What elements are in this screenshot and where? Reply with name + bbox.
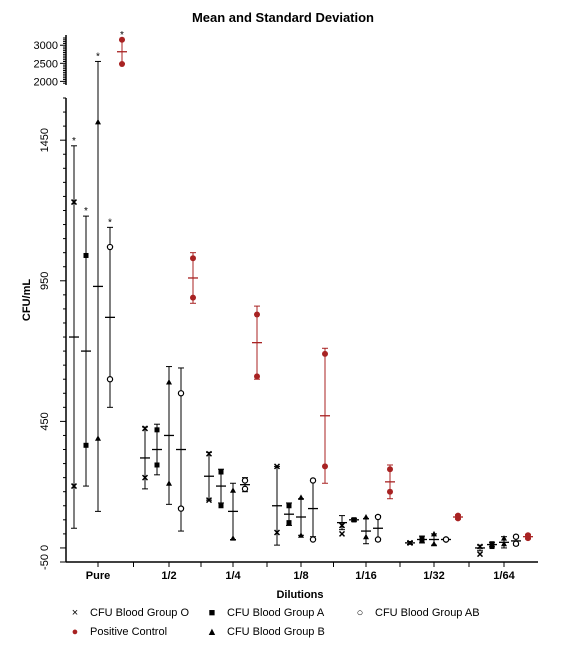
y-tick-label: -50 bbox=[39, 554, 51, 570]
y-tick-label: 0 bbox=[39, 545, 51, 551]
data-point bbox=[442, 536, 450, 543]
data-point bbox=[476, 543, 484, 550]
data-point bbox=[406, 539, 414, 546]
axes: -50 0 450 950 1450 2000 2500 3000 Pure 1/2 1/4 1/8 1… bbox=[34, 35, 538, 582]
series-0: * bbox=[69, 136, 485, 558]
data-point bbox=[218, 503, 224, 509]
data-point bbox=[363, 514, 369, 520]
data-point bbox=[455, 512, 461, 519]
data-point bbox=[70, 483, 78, 490]
data-point bbox=[322, 463, 328, 470]
y-tick-label: 950 bbox=[39, 272, 51, 290]
significance-marker: * bbox=[120, 30, 124, 41]
data-point bbox=[95, 118, 101, 125]
data-point bbox=[286, 520, 292, 526]
data-point bbox=[119, 61, 125, 68]
data-point bbox=[309, 536, 317, 543]
data-point bbox=[431, 540, 437, 547]
data-point bbox=[374, 536, 382, 543]
data-point bbox=[177, 390, 185, 397]
y-tick-label: 2500 bbox=[34, 58, 58, 70]
data-point bbox=[512, 533, 520, 540]
data-point bbox=[166, 379, 172, 385]
data-point bbox=[70, 199, 78, 206]
data-point bbox=[387, 488, 393, 495]
data-point bbox=[106, 243, 114, 251]
data-point bbox=[230, 487, 236, 493]
data-point bbox=[374, 513, 382, 521]
data-point bbox=[322, 350, 328, 357]
data-point bbox=[476, 551, 484, 558]
data-point bbox=[489, 541, 495, 547]
data-point bbox=[241, 485, 249, 493]
data-point bbox=[309, 477, 317, 484]
data-point bbox=[351, 517, 357, 523]
data-point bbox=[205, 450, 213, 457]
data-point bbox=[298, 532, 304, 538]
data-point bbox=[166, 480, 172, 486]
significance-marker: * bbox=[84, 206, 88, 217]
x-tick-label: 1/8 bbox=[293, 570, 308, 582]
data-point bbox=[512, 540, 520, 547]
data-point bbox=[501, 535, 507, 541]
y-tick-label: 2000 bbox=[34, 76, 58, 88]
data-point bbox=[119, 36, 125, 43]
data-point bbox=[298, 494, 304, 500]
x-tick-label: 1/64 bbox=[493, 570, 515, 582]
data-point bbox=[106, 376, 114, 383]
data-point bbox=[419, 538, 425, 544]
significance-marker: * bbox=[108, 217, 112, 228]
data-point bbox=[254, 311, 260, 318]
data-point bbox=[83, 442, 89, 448]
significance-marker: * bbox=[72, 136, 76, 147]
data-point bbox=[273, 529, 281, 536]
data-point bbox=[154, 427, 160, 433]
chart-title: Mean and Standard Deviation bbox=[192, 10, 374, 25]
data-point bbox=[363, 533, 369, 540]
y-axis-label: CFU/mL bbox=[21, 279, 33, 321]
data-point bbox=[254, 373, 260, 380]
data-point bbox=[338, 530, 346, 537]
data-point bbox=[205, 497, 213, 504]
series-1: * bbox=[81, 206, 497, 550]
data-point bbox=[501, 540, 507, 547]
data-point bbox=[141, 425, 149, 432]
data-point bbox=[286, 503, 292, 509]
x-tick-label: Pure bbox=[86, 570, 110, 582]
data-point bbox=[273, 463, 281, 470]
x-tick-label: 1/4 bbox=[225, 570, 241, 582]
data-point bbox=[154, 462, 160, 468]
x-tick-label: 1/2 bbox=[161, 570, 176, 582]
y-tick-label: 450 bbox=[39, 412, 51, 430]
data-point bbox=[338, 522, 346, 529]
series-3: * bbox=[105, 217, 521, 547]
data-point bbox=[489, 544, 495, 550]
data-point bbox=[525, 532, 531, 539]
data-point bbox=[241, 477, 249, 484]
data-point bbox=[141, 474, 149, 481]
data-point bbox=[83, 252, 89, 258]
data-marks: * * * * * bbox=[69, 30, 533, 558]
x-axis-label: Dilutions bbox=[276, 589, 323, 601]
data-point bbox=[419, 535, 425, 541]
significance-marker: * bbox=[96, 51, 100, 62]
data-point bbox=[190, 255, 196, 262]
data-point bbox=[230, 535, 236, 541]
data-point bbox=[177, 505, 185, 512]
series-4: * bbox=[117, 30, 533, 542]
data-point bbox=[218, 469, 224, 475]
series-2: * bbox=[93, 51, 509, 549]
data-point bbox=[190, 294, 196, 301]
data-point bbox=[95, 435, 101, 441]
data-point bbox=[387, 466, 393, 473]
x-tick-label: 1/32 bbox=[423, 570, 444, 582]
y-tick-label: 3000 bbox=[34, 40, 58, 52]
x-tick-label: 1/16 bbox=[355, 570, 376, 582]
data-point bbox=[431, 530, 437, 537]
y-tick-label: 1450 bbox=[39, 128, 51, 152]
